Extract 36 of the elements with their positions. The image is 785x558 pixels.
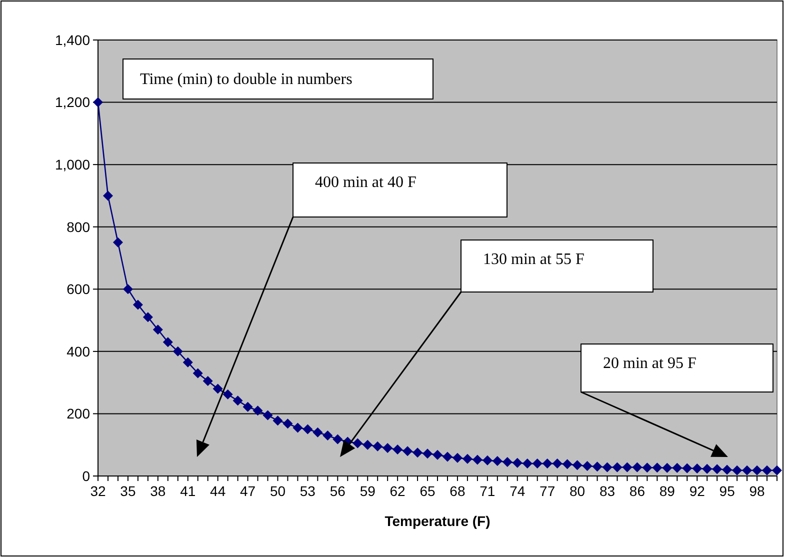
x-tick-label: 92: [689, 483, 706, 499]
x-tick-label: 80: [570, 483, 586, 499]
x-tick-label: 68: [450, 483, 466, 499]
y-tick-label: 1,200: [54, 94, 90, 110]
x-tick-label: 95: [719, 483, 736, 499]
x-tick-label: 71: [480, 483, 496, 499]
x-axis-title: Temperature (F): [384, 513, 490, 529]
y-tick-label: 1,400: [54, 32, 90, 48]
annotation: 130 min at 55 F: [483, 251, 584, 268]
x-tick-label: 35: [120, 483, 136, 499]
y-tick-label: 0: [82, 468, 90, 484]
x-tick-label: 89: [659, 483, 676, 499]
x-tick-label: 65: [420, 483, 436, 499]
x-tick-label: 59: [360, 483, 376, 499]
text: Time (min) to double in numbers: [140, 71, 352, 88]
annotation: 20 min at 95 F: [603, 355, 696, 372]
x-tick-label: 86: [629, 483, 646, 499]
x-tick-label: 56: [330, 483, 346, 499]
y-tick-label: 200: [66, 406, 90, 422]
x-tick-label: 44: [210, 483, 226, 499]
x-tick-label: 77: [540, 483, 556, 499]
x-tick-label: 50: [270, 483, 286, 499]
x-tick-label: 62: [390, 483, 406, 499]
x-tick-label: 38: [150, 483, 166, 499]
y-tick-label: 800: [66, 218, 90, 235]
x-tick-label: 53: [300, 483, 316, 499]
x-tick-label: 74: [510, 483, 526, 499]
y-tick-label: 400: [66, 343, 90, 360]
y-tick-label: 600: [66, 281, 90, 298]
y-tick-label: 1,000: [54, 156, 90, 172]
x-tick-label: 98: [749, 483, 766, 499]
annotation: 400 min at 40 F: [315, 174, 416, 191]
x-tick-label: 41: [180, 483, 196, 499]
x-tick-label: 47: [240, 483, 256, 499]
x-tick-label: 32: [90, 483, 106, 499]
x-tick-label: 83: [599, 483, 616, 499]
